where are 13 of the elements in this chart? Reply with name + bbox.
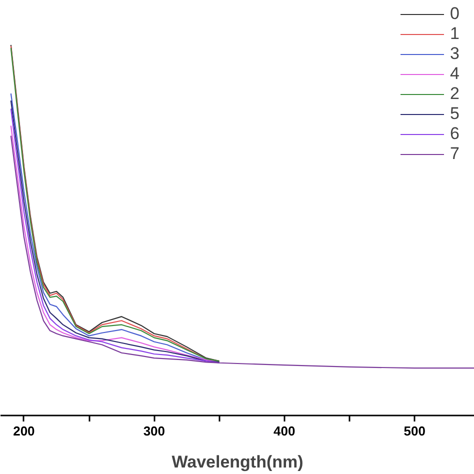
legend-label: 7 — [450, 144, 460, 164]
legend-label: 2 — [450, 84, 460, 104]
legend-label: 5 — [450, 104, 460, 124]
legend-label: 4 — [450, 64, 460, 84]
x-axis-title: Wavelength(nm) — [172, 452, 304, 472]
x-tick-label: 500 — [404, 424, 426, 438]
x-tick-label: 400 — [274, 424, 296, 438]
legend-label: 1 — [450, 24, 460, 44]
legend-label: 3 — [450, 44, 460, 64]
legend-label: 0 — [450, 4, 460, 24]
x-tick-label: 200 — [13, 424, 35, 438]
x-tick-label: 300 — [143, 424, 166, 438]
legend-label: 6 — [450, 124, 460, 144]
